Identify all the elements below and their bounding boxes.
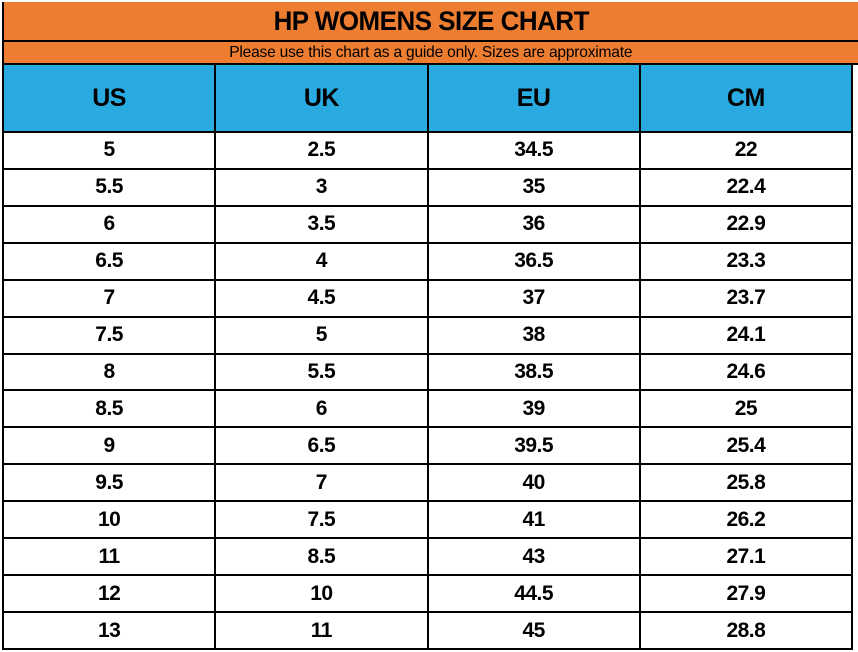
table-cell: 11: [4, 539, 215, 575]
table-cell: 7.5: [216, 502, 427, 538]
chart-title-banner: HP WOMENS SIZE CHART: [2, 2, 858, 42]
table-cell: 10: [216, 576, 427, 612]
table-cell: 23.7: [640, 280, 851, 316]
column-header-eu: EU: [428, 65, 639, 131]
table-cell: 27.1: [640, 539, 851, 575]
table-cell: 9.5: [4, 465, 215, 501]
table-cell: 5.5: [4, 169, 215, 205]
table-cell: 7: [4, 280, 215, 316]
table-cell: 36: [428, 206, 639, 242]
table-cell: 38.5: [428, 354, 639, 390]
column-header-cm: CM: [640, 65, 851, 131]
table-cell: 25.4: [640, 428, 851, 464]
table-cell: 7: [216, 465, 427, 501]
size-table: US UK EU CM 5 2.5 34.5 22 5.5 3 35 22.4 6 3.5 36 22…: [2, 65, 853, 650]
table-cell: 8.5: [216, 539, 427, 575]
table-cell: 24.6: [640, 354, 851, 390]
table-cell: 8.5: [4, 391, 215, 427]
table-cell: 3: [216, 169, 427, 205]
column-header-us: US: [4, 65, 215, 131]
size-table-header-row: US UK EU CM: [4, 65, 851, 131]
table-cell: 26.2: [640, 502, 851, 538]
table-cell: 44.5: [428, 576, 639, 612]
table-cell: 43: [428, 539, 639, 575]
chart-subtitle: Please use this chart as a guide only. S…: [229, 43, 633, 61]
table-cell: 27.9: [640, 576, 851, 612]
table-cell: 6.5: [4, 243, 215, 279]
table-cell: 9: [4, 428, 215, 464]
table-cell: 12: [4, 576, 215, 612]
table-cell: 23.3: [640, 243, 851, 279]
table-cell: 25.8: [640, 465, 851, 501]
table-cell: 7.5: [4, 317, 215, 353]
table-cell: 10: [4, 502, 215, 538]
table-cell: 45: [428, 613, 639, 648]
table-cell: 28.8: [640, 613, 851, 648]
table-cell: 35: [428, 169, 639, 205]
table-cell: 36.5: [428, 243, 639, 279]
table-cell: 40: [428, 465, 639, 501]
table-cell: 2.5: [216, 133, 427, 168]
table-cell: 22.4: [640, 169, 851, 205]
table-cell: 5: [216, 317, 427, 353]
table-cell: 4.5: [216, 280, 427, 316]
table-cell: 39: [428, 391, 639, 427]
chart-title: HP WOMENS SIZE CHART: [273, 5, 589, 36]
table-cell: 39.5: [428, 428, 639, 464]
table-cell: 6: [4, 206, 215, 242]
table-cell: 5.5: [216, 354, 427, 390]
table-cell: 25: [640, 391, 851, 427]
table-cell: 41: [428, 502, 639, 538]
table-cell: 34.5: [428, 133, 639, 168]
table-cell: 11: [216, 613, 427, 648]
table-cell: 13: [4, 613, 215, 648]
table-cell: 24.1: [640, 317, 851, 353]
chart-subtitle-banner: Please use this chart as a guide only. S…: [2, 42, 858, 65]
table-cell: 6.5: [216, 428, 427, 464]
table-cell: 38: [428, 317, 639, 353]
table-cell: 4: [216, 243, 427, 279]
table-cell: 3.5: [216, 206, 427, 242]
column-header-uk: UK: [216, 65, 427, 131]
size-table-body: 5 2.5 34.5 22 5.5 3 35 22.4 6 3.5 36 22.9 6.5 4 36.5 23…: [4, 133, 851, 648]
table-cell: 22.9: [640, 206, 851, 242]
table-cell: 22: [640, 133, 851, 168]
table-cell: 8: [4, 354, 215, 390]
table-cell: 37: [428, 280, 639, 316]
table-cell: 6: [216, 391, 427, 427]
table-cell: 5: [4, 133, 215, 168]
